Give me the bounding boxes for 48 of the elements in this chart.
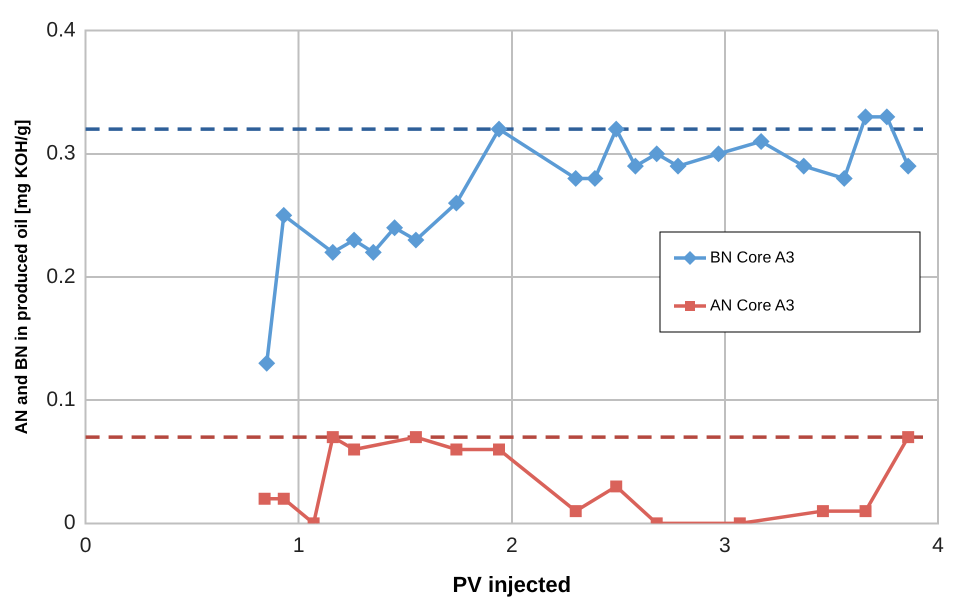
y-tick-label: 0.3 [46,142,76,165]
x-tick-label: 1 [292,534,305,557]
point [860,505,872,518]
point [902,431,914,444]
point [608,121,624,137]
point [366,244,382,260]
point [326,431,339,444]
point [325,244,341,260]
point [258,355,274,371]
y-axis-title: AN and BN in produced oil [mg KOH/g] [12,120,31,434]
y-tick-label: 0.2 [46,264,76,288]
x-axis-title: PV injected [452,572,572,597]
x-tick-label: 2 [506,534,518,557]
x-tick-label: 4 [932,534,944,557]
point [879,109,895,125]
point [276,208,292,224]
point [278,492,290,505]
point [491,121,507,137]
legend-label: AN Core A3 [710,297,795,314]
point [858,109,874,125]
y-tick-label: 0.1 [46,388,76,411]
point [816,505,829,518]
point [648,146,664,162]
point [346,232,362,248]
point [448,195,464,211]
x-tick-label: 3 [719,534,731,557]
point [408,232,424,248]
point [493,443,506,456]
point [670,158,686,174]
point [450,443,462,456]
point [410,431,422,444]
point [258,492,271,505]
y-tick-label: 0 [64,511,76,534]
point [710,146,726,162]
point [568,170,584,186]
point [570,505,582,518]
point [587,170,603,186]
legend-label: BN Core A3 [710,249,795,266]
point [796,158,812,174]
point [753,134,769,150]
y-tick-label: 0.4 [46,18,76,42]
point [610,480,622,492]
point [900,158,916,174]
x-tick-label: 0 [80,534,92,557]
point [386,220,402,236]
point [348,443,360,456]
point [836,170,852,186]
point [628,158,644,174]
